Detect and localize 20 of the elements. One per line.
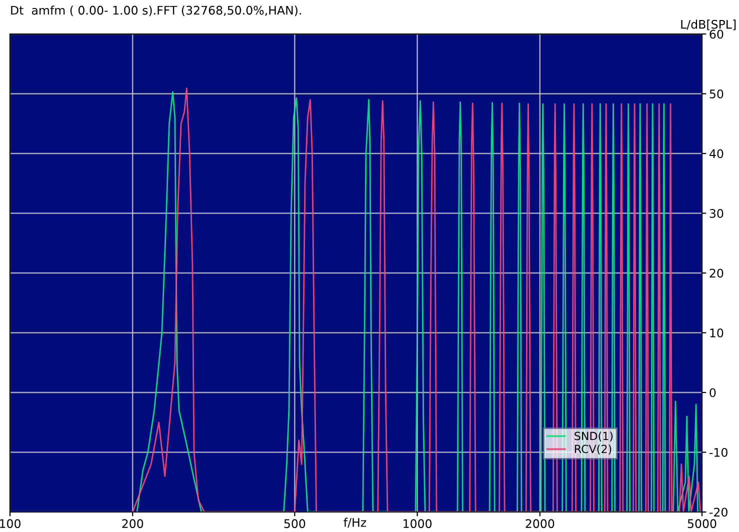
y-tick-label: -10	[710, 448, 728, 457]
x-tick-label: 5000	[688, 519, 716, 528]
x-tick-label: 500	[284, 519, 306, 528]
y-tick-label: -20	[710, 508, 728, 517]
x-tick-label: 1000	[404, 519, 432, 528]
legend-label: RCV(2)	[574, 444, 612, 454]
x-axis-title: f/Hz	[344, 518, 366, 528]
x-tick-label: 2000	[526, 519, 554, 528]
y-tick-label: 60	[710, 30, 724, 39]
y-axis-title: L/dB[SPL]	[681, 20, 736, 30]
y-tick-label: 40	[710, 149, 724, 158]
y-tick-label: 50	[710, 89, 724, 98]
y-tick-label: 10	[710, 328, 724, 338]
legend-label: SND(1)	[574, 432, 613, 442]
y-tick-label: 30	[710, 208, 724, 218]
y-tick-label: 0	[710, 388, 716, 398]
y-tick-label: 20	[710, 268, 724, 278]
x-tick-label: 100	[0, 519, 20, 528]
x-tick-label: 200	[122, 519, 144, 528]
chart-title: Dt amfm ( 0.00- 1.00 s).FFT (32768,50.0%,HAN).	[11, 6, 301, 16]
